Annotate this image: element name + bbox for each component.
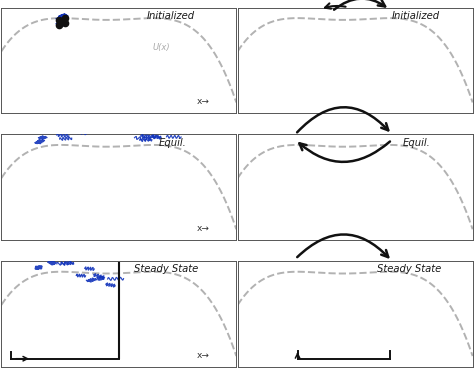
Text: Initialized: Initialized [392,11,440,21]
Text: Initialized: Initialized [146,11,195,21]
Text: Steady State: Steady State [377,264,441,275]
Text: x→: x→ [197,350,210,360]
Text: Equil.: Equil. [159,138,187,148]
Text: U(x): U(x) [152,43,170,52]
Text: x→: x→ [197,97,210,106]
Text: Steady State: Steady State [134,264,198,275]
Text: Equil.: Equil. [402,138,430,148]
Text: x→: x→ [197,224,210,233]
